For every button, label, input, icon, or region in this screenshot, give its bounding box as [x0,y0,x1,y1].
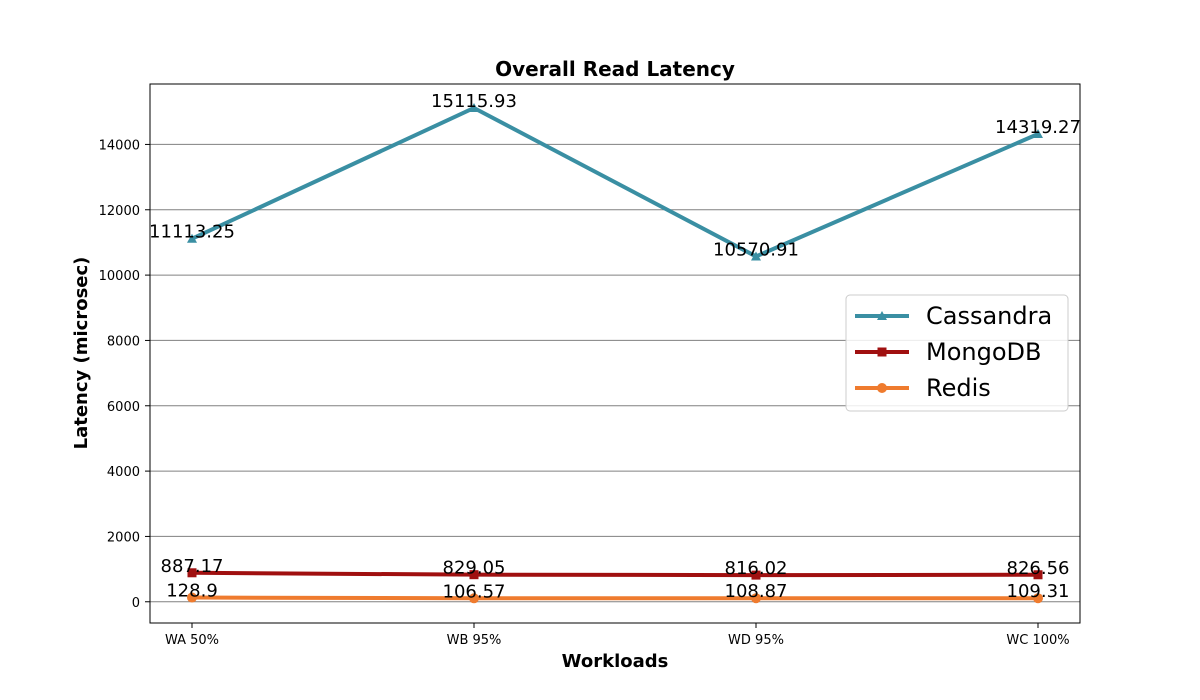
y-tick-label: 0 [132,596,140,611]
data-label: 128.9 [166,581,218,602]
x-axis-title: Workloads [562,651,669,672]
series-mongodb [187,568,1043,580]
y-tick-label: 14000 [99,138,140,153]
data-point [877,347,887,357]
data-point [1033,129,1043,139]
grid [150,143,1080,603]
data-point [751,570,761,580]
series-redis [187,592,1043,604]
data-labels: 11113.25 15115.93 10570.91 14319.27 887.17 82… [149,91,1081,602]
data-label: 109.31 [1007,581,1070,602]
data-label: 15115.93 [431,91,517,112]
data-point [469,593,479,604]
data-label: 11113.25 [149,222,235,243]
data-label: 14319.27 [995,117,1081,138]
y-tick-label: 12000 [99,204,140,219]
series-line [191,570,1039,578]
series-line [191,105,1039,259]
data-point [187,568,197,578]
y-axis-ticks: 0 2000 4000 6000 8000 10000 12000 14000 [99,138,150,611]
x-tick-label: WD 95% [728,633,784,648]
legend-label: Cassandra [926,302,1052,330]
y-tick-label: 8000 [107,334,140,349]
legend-box [845,294,1069,412]
data-point [751,593,761,604]
data-point [1033,593,1043,604]
data-point [877,383,887,393]
data-point [187,592,197,603]
plot-frame [149,83,1081,624]
x-axis-ticks: WA 50% WB 95% WD 95% WC 100% [165,623,1070,648]
y-tick-label: 2000 [107,530,140,545]
data-point [469,570,479,580]
series-cassandra [187,102,1043,261]
data-point [469,102,479,112]
data-point [1033,570,1043,580]
data-label: 816.02 [725,558,788,579]
series-group [187,102,1043,604]
chart-title: Overall Read Latency [495,57,735,81]
data-point [751,251,761,261]
legend-label: Redis [926,374,991,402]
x-tick-label: WB 95% [447,633,502,648]
series-line [191,595,1039,601]
x-tick-label: WA 50% [165,633,219,648]
data-label: 106.57 [443,581,506,602]
x-tick-label: WC 100% [1006,633,1069,648]
legend: Cassandra MongoDB Redis [845,294,1069,412]
data-label: 826.56 [1007,558,1070,579]
data-point [187,233,197,243]
data-label: 10570.91 [713,239,799,260]
y-tick-label: 4000 [107,465,140,480]
legend-label: MongoDB [926,338,1041,366]
data-label: 108.87 [725,581,788,602]
data-point [877,311,887,320]
data-label: 887.17 [161,556,224,577]
y-tick-label: 6000 [107,400,140,415]
y-tick-label: 10000 [99,269,140,284]
data-label: 829.05 [443,558,506,579]
y-axis-title: Latency (microsec) [71,257,92,450]
